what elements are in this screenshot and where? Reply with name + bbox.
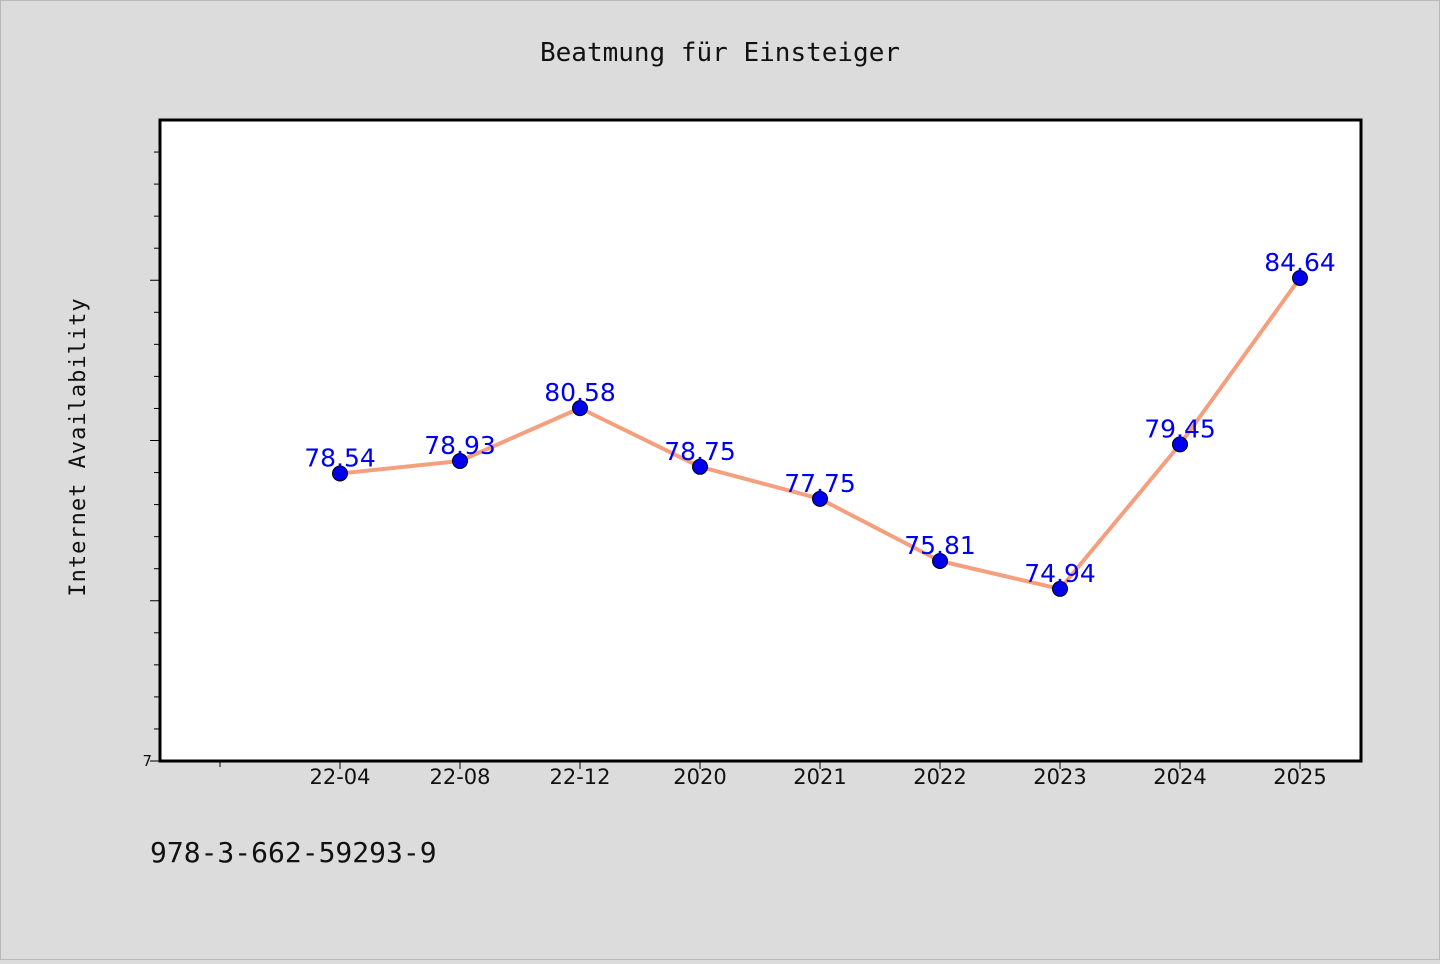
x-tick-label: 2022 (913, 765, 966, 789)
data-point (1172, 436, 1188, 453)
data-label: 74.94 (1024, 559, 1096, 588)
plot-border (158, 118, 1363, 763)
x-tick-label: 2020 (673, 765, 726, 789)
x-tick-label: 2024 (1153, 765, 1206, 789)
series-layer: 78.54 78.93 80.58 78.75 77.75 75.81 74.94 79.45… (304, 248, 1336, 597)
y-tick-label: 7 (142, 752, 152, 770)
x-axis-ticks: 22-04 22-08 22-12 2020 2021 2022 2023 2024 2025 (219, 761, 1327, 789)
plot-area (160, 120, 1361, 761)
data-label: 78.75 (664, 437, 736, 466)
data-label: 78.54 (304, 444, 376, 473)
x-tick-label: 22-04 (309, 765, 370, 789)
data-label: 77.75 (784, 469, 856, 498)
chart-title: Beatmung für Einsteiger (540, 38, 900, 68)
data-point (452, 453, 468, 470)
data-point (812, 490, 828, 507)
data-point (932, 553, 948, 570)
data-point (1052, 580, 1068, 597)
x-tick-label: 2025 (1273, 765, 1326, 789)
footnote-isbn: 978-3-662-59293-9 (150, 836, 437, 869)
y-axis-ticks: 7 (142, 151, 160, 770)
data-label: 84.64 (1264, 248, 1336, 277)
data-label: 75.81 (904, 531, 976, 560)
data-label: 79.45 (1144, 414, 1216, 443)
data-label: 80.58 (544, 378, 616, 407)
data-point (572, 400, 588, 417)
data-point (692, 458, 708, 475)
x-tick-label: 22-08 (429, 765, 490, 789)
data-label: 78.93 (424, 431, 496, 460)
y-axis-label: Internet Availability (66, 297, 91, 596)
x-tick-label: 2023 (1033, 765, 1086, 789)
data-point (1292, 270, 1308, 287)
x-tick-label: 22-12 (549, 765, 610, 789)
data-point (332, 465, 348, 482)
x-tick-label: 2021 (793, 765, 846, 789)
